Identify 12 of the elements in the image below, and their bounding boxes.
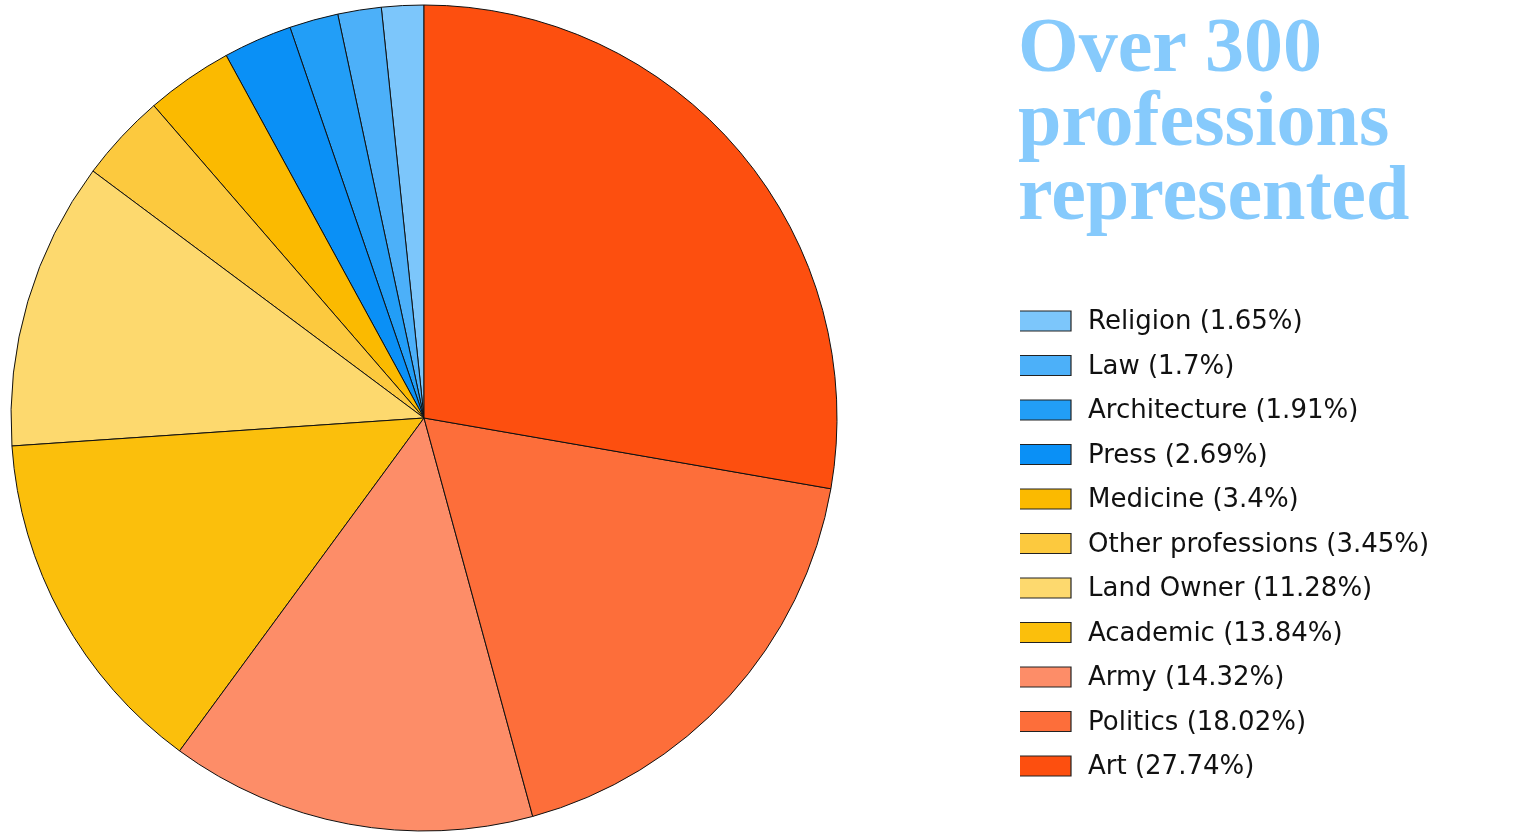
legend-label: Art (27.74%) bbox=[1088, 750, 1255, 780]
legend-label: Politics (18.02%) bbox=[1088, 705, 1307, 736]
legend-label: Land Owner (11.28%) bbox=[1088, 572, 1373, 602]
text: Over 300 professions represented bbox=[1018, 1, 1411, 236]
legend-label: Architecture (1.91%) bbox=[1088, 394, 1359, 424]
legend-label: Academic (13.84%) bbox=[1088, 616, 1343, 647]
legend-label: Army (14.32%) bbox=[1088, 661, 1285, 691]
legend-label: Law (1.7%) bbox=[1088, 349, 1235, 380]
legend-label: Medicine (3.4%) bbox=[1088, 483, 1299, 513]
legend-label: Religion (1.65%) bbox=[1088, 305, 1303, 335]
legend-label: Press (2.69%) bbox=[1088, 438, 1268, 469]
legend-label: Other professions (3.45%) bbox=[1088, 527, 1430, 558]
